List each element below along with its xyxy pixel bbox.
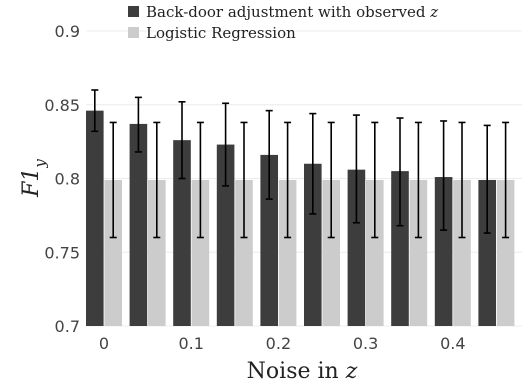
bar-logreg-0-35	[409, 179, 428, 326]
x-tick-label-0: 0	[99, 334, 109, 353]
error-bar-backdoor-0-1	[178, 101, 186, 180]
bar-backdoor-0-4	[434, 177, 453, 326]
legend-label-backdoor: Back-door adjustment with observed z	[146, 3, 438, 21]
y-axis-label-main: F1	[19, 168, 44, 198]
legend-swatch-backdoor	[128, 6, 139, 17]
bar-backdoor-0-05	[129, 123, 148, 326]
x-tick-label-0-1: 0.1	[178, 334, 203, 353]
x-axis-label-text: Noise in	[247, 359, 346, 384]
bar-logreg-0-45	[496, 179, 515, 326]
error-bar-logreg-0-1	[196, 121, 204, 239]
bar-logreg-0	[104, 179, 122, 326]
legend-swatch-logreg	[128, 27, 139, 38]
bar-backdoor-0	[86, 110, 104, 327]
error-bars	[91, 89, 510, 239]
bar-backdoor-0-1	[173, 140, 191, 326]
bar-logreg-0-2	[278, 179, 297, 326]
legend-label-backdoor-text: Back-door adjustment with observed	[146, 3, 430, 21]
legend-label-backdoor-var: z	[429, 3, 438, 21]
error-bar-logreg-0	[109, 121, 117, 239]
error-bar-backdoor-0-25	[309, 112, 317, 215]
bar-backdoor-0-15	[216, 144, 235, 326]
x-axis-label: Noise in z	[247, 359, 358, 384]
bar-logreg-0-3	[366, 179, 384, 326]
x-axis-ticks: 0 0.1 0.2 0.3 0.4	[99, 334, 466, 353]
x-tick-label-0-3: 0.3	[353, 334, 378, 353]
error-bar-backdoor-0-45	[483, 124, 491, 234]
error-bar-logreg-0-2	[284, 121, 292, 239]
y-axis-label: F1y	[19, 159, 49, 198]
y-tick-label-0-75: 0.75	[44, 243, 80, 262]
y-tick-label-0-85: 0.85	[44, 96, 80, 115]
y-tick-label-0-7: 0.7	[55, 317, 80, 336]
x-tick-label-0-4: 0.4	[440, 334, 465, 353]
error-bar-logreg-0-4	[458, 121, 466, 239]
y-axis-ticks: 0.7 0.75 0.8 0.85 0.9	[44, 22, 80, 336]
error-bar-logreg-0-35	[414, 121, 422, 239]
bar-backdoor-0-25	[304, 163, 322, 326]
error-bar-backdoor-0	[91, 89, 99, 133]
bar-backdoor-0-2	[260, 154, 278, 326]
bar-logreg-0-25	[322, 179, 340, 326]
error-bar-backdoor-0-2	[265, 109, 273, 200]
error-bar-backdoor-0-05	[134, 96, 142, 153]
error-bar-logreg-0-45	[502, 121, 510, 239]
error-bar-backdoor-0-15	[222, 102, 230, 187]
bar-backdoor-0-3	[347, 169, 366, 326]
y-tick-label-0-9: 0.9	[55, 22, 80, 41]
x-tick-label-0-2: 0.2	[266, 334, 291, 353]
bar-logreg-0-05	[148, 179, 166, 326]
error-bar-backdoor-0-4	[440, 120, 448, 231]
error-bar-logreg-0-3	[371, 121, 379, 239]
error-bar-backdoor-0-3	[352, 114, 360, 224]
legend: Back-door adjustment with observed z Log…	[128, 3, 438, 42]
error-bar-logreg-0-25	[327, 121, 335, 239]
x-axis-label-var: z	[345, 359, 358, 384]
bar-logreg-0-15	[235, 179, 253, 326]
bar-logreg-0-4	[453, 179, 471, 326]
bar-backdoor-0-45	[478, 179, 496, 326]
y-axis-label-sub: y	[31, 159, 49, 169]
legend-label-logreg: Logistic Regression	[146, 24, 296, 42]
error-bar-backdoor-0-35	[396, 117, 404, 227]
error-bar-logreg-0-05	[153, 121, 161, 239]
y-tick-label-0-8: 0.8	[55, 170, 80, 189]
bars	[86, 110, 515, 327]
bar-logreg-0-1	[191, 179, 210, 326]
error-bar-logreg-0-15	[240, 121, 248, 239]
bar-backdoor-0-35	[391, 171, 409, 326]
